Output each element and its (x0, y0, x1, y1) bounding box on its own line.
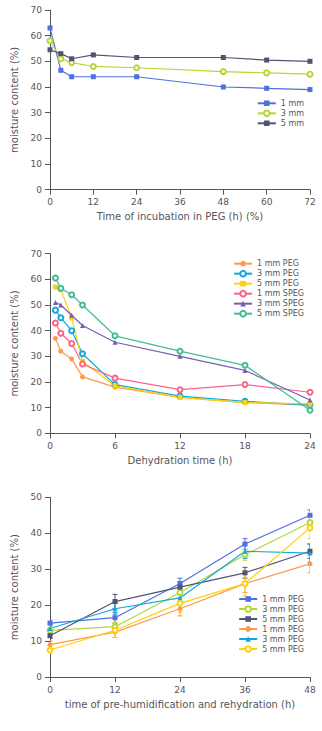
svg-text:moisture content (%): moisture content (%) (9, 47, 20, 153)
svg-text:10: 10 (31, 159, 43, 169)
svg-text:1 mm: 1 mm (281, 99, 304, 108)
svg-text:0: 0 (47, 197, 53, 207)
svg-text:60: 60 (31, 31, 43, 41)
svg-text:70: 70 (31, 249, 43, 259)
svg-text:12: 12 (109, 685, 120, 695)
svg-text:48: 48 (304, 685, 316, 695)
svg-text:40: 40 (31, 528, 43, 538)
svg-text:1 mm PEG: 1 mm PEG (257, 259, 299, 268)
svg-text:0: 0 (36, 185, 42, 195)
svg-text:3 mm SPEG: 3 mm SPEG (257, 299, 304, 308)
svg-text:Dehydration time (h): Dehydration time (h) (128, 455, 233, 466)
svg-text:0: 0 (36, 428, 42, 438)
svg-text:72: 72 (304, 197, 315, 207)
svg-text:60: 60 (261, 197, 273, 207)
svg-text:10: 10 (31, 636, 43, 646)
svg-text:20: 20 (31, 133, 43, 143)
svg-text:0: 0 (47, 441, 53, 451)
svg-text:5 mm PEG: 5 mm PEG (262, 645, 304, 654)
svg-text:50: 50 (31, 300, 43, 310)
svg-text:0: 0 (36, 672, 42, 682)
svg-text:20: 20 (31, 377, 43, 387)
svg-text:36: 36 (239, 685, 251, 695)
svg-text:Time of incubation in PEG (h): Time of incubation in PEG (h) (%) (96, 211, 264, 222)
svg-text:20: 20 (31, 600, 43, 610)
svg-text:24: 24 (174, 685, 186, 695)
svg-text:50: 50 (31, 492, 43, 502)
svg-text:30: 30 (31, 108, 43, 118)
svg-text:60: 60 (31, 274, 43, 284)
svg-text:1 mm PEG: 1 mm PEG (262, 625, 304, 634)
svg-text:1 mm SPEG: 1 mm SPEG (257, 289, 304, 298)
svg-text:1 mm PEG: 1 mm PEG (262, 595, 304, 604)
svg-text:3 mm PEG: 3 mm PEG (262, 605, 304, 614)
svg-text:6: 6 (112, 441, 118, 451)
svg-text:moisture content (%): moisture content (%) (9, 534, 20, 640)
svg-text:40: 40 (31, 82, 43, 92)
svg-text:36: 36 (174, 197, 186, 207)
svg-text:5 mm: 5 mm (281, 119, 304, 128)
svg-text:12: 12 (88, 197, 99, 207)
svg-text:48: 48 (218, 197, 230, 207)
svg-text:10: 10 (31, 403, 43, 413)
svg-text:50: 50 (31, 56, 43, 66)
svg-text:3 mm: 3 mm (281, 109, 304, 118)
svg-text:30: 30 (31, 351, 43, 361)
svg-text:24: 24 (304, 441, 316, 451)
svg-text:5 mm SPEG: 5 mm SPEG (257, 309, 304, 318)
svg-text:70: 70 (31, 5, 43, 15)
svg-text:40: 40 (31, 326, 43, 336)
svg-text:moisture content (%): moisture content (%) (9, 290, 20, 396)
svg-text:24: 24 (131, 197, 143, 207)
svg-text:3 mm PEG: 3 mm PEG (262, 635, 304, 644)
svg-text:5 mm PEG: 5 mm PEG (257, 279, 299, 288)
svg-text:30: 30 (31, 564, 43, 574)
svg-text:12: 12 (174, 441, 185, 451)
svg-text:0: 0 (47, 685, 53, 695)
svg-text:3 mm PEG: 3 mm PEG (257, 269, 299, 278)
svg-text:time of pre-humidification and: time of pre-humidification and rehydrati… (65, 699, 296, 710)
svg-text:18: 18 (239, 441, 251, 451)
svg-text:5 mm PEG: 5 mm PEG (262, 615, 304, 624)
